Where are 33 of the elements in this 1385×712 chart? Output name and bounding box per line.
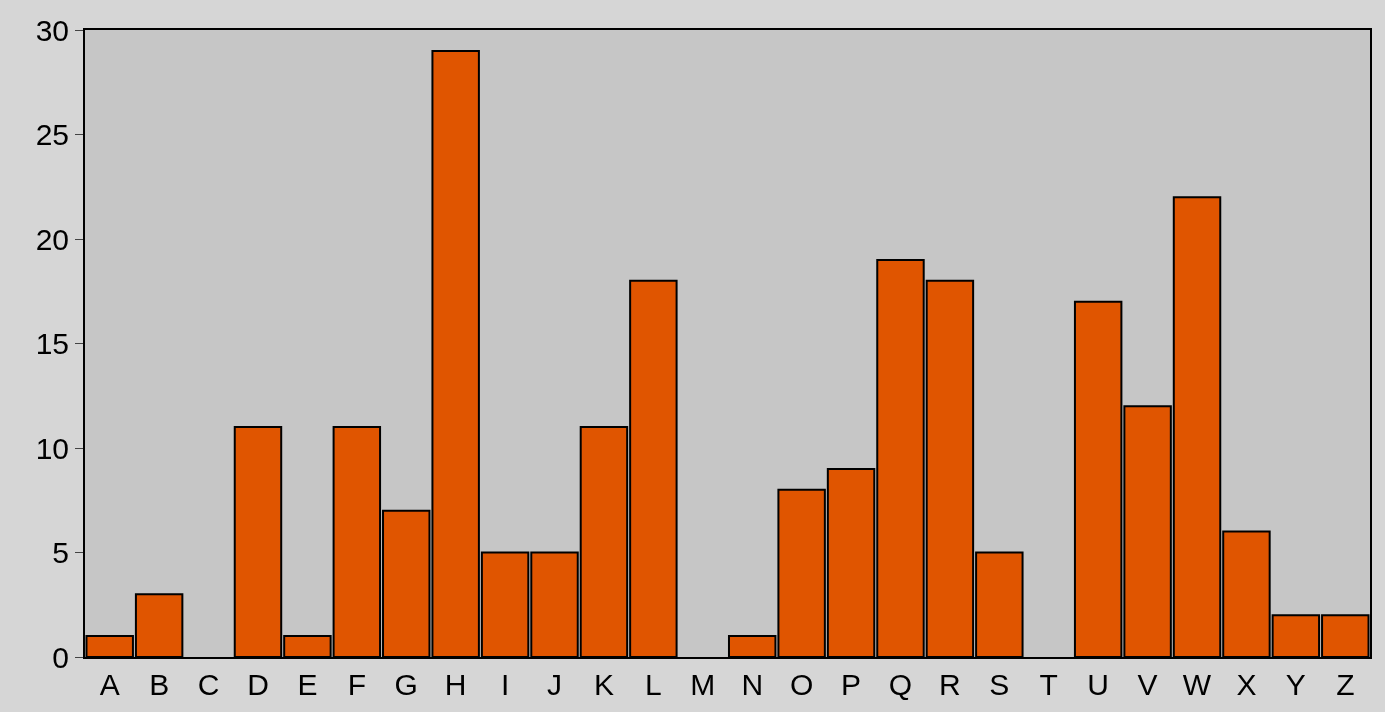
x-tick-label: U xyxy=(1087,668,1110,701)
x-tick-label: P xyxy=(841,668,862,701)
y-tick-label: 15 xyxy=(35,327,69,360)
x-tick-label: S xyxy=(989,668,1010,701)
x-tick-label: Q xyxy=(888,668,913,701)
y-tick-label: 20 xyxy=(35,222,69,256)
x-tick-label: C xyxy=(197,668,220,701)
y-tick-label: 30 xyxy=(35,13,69,47)
y-tick-label: 5 xyxy=(52,536,69,569)
x-tick-label: R xyxy=(939,668,961,701)
x-tick-label: I xyxy=(500,668,510,701)
x-tick-label: K xyxy=(593,668,614,701)
x-tick-label: N xyxy=(741,668,764,701)
x-tick-label: H xyxy=(444,668,467,701)
x-tick-label: W xyxy=(1182,668,1212,701)
x-tick-label: G xyxy=(394,668,418,701)
x-tick-label: D xyxy=(247,668,269,701)
y-tick-label: 10 xyxy=(35,431,69,465)
x-tick-label: Z xyxy=(1336,668,1355,701)
x-tick-label: V xyxy=(1137,668,1158,701)
x-tick-label: O xyxy=(789,668,814,701)
x-tick-label: A xyxy=(99,668,120,701)
x-tick-label: X xyxy=(1236,668,1257,701)
x-tick-label: J xyxy=(547,668,563,701)
x-tick-label: T xyxy=(1039,668,1058,701)
x-tick-label: L xyxy=(645,668,662,701)
x-tick-label: B xyxy=(149,668,170,701)
y-tick-label: 25 xyxy=(35,118,69,151)
x-tick-label: M xyxy=(690,668,716,701)
x-tick-label: F xyxy=(347,668,366,701)
x-tick-label: Y xyxy=(1285,668,1306,701)
y-tick-label: 0 xyxy=(52,640,69,674)
x-tick-label: E xyxy=(297,668,318,701)
